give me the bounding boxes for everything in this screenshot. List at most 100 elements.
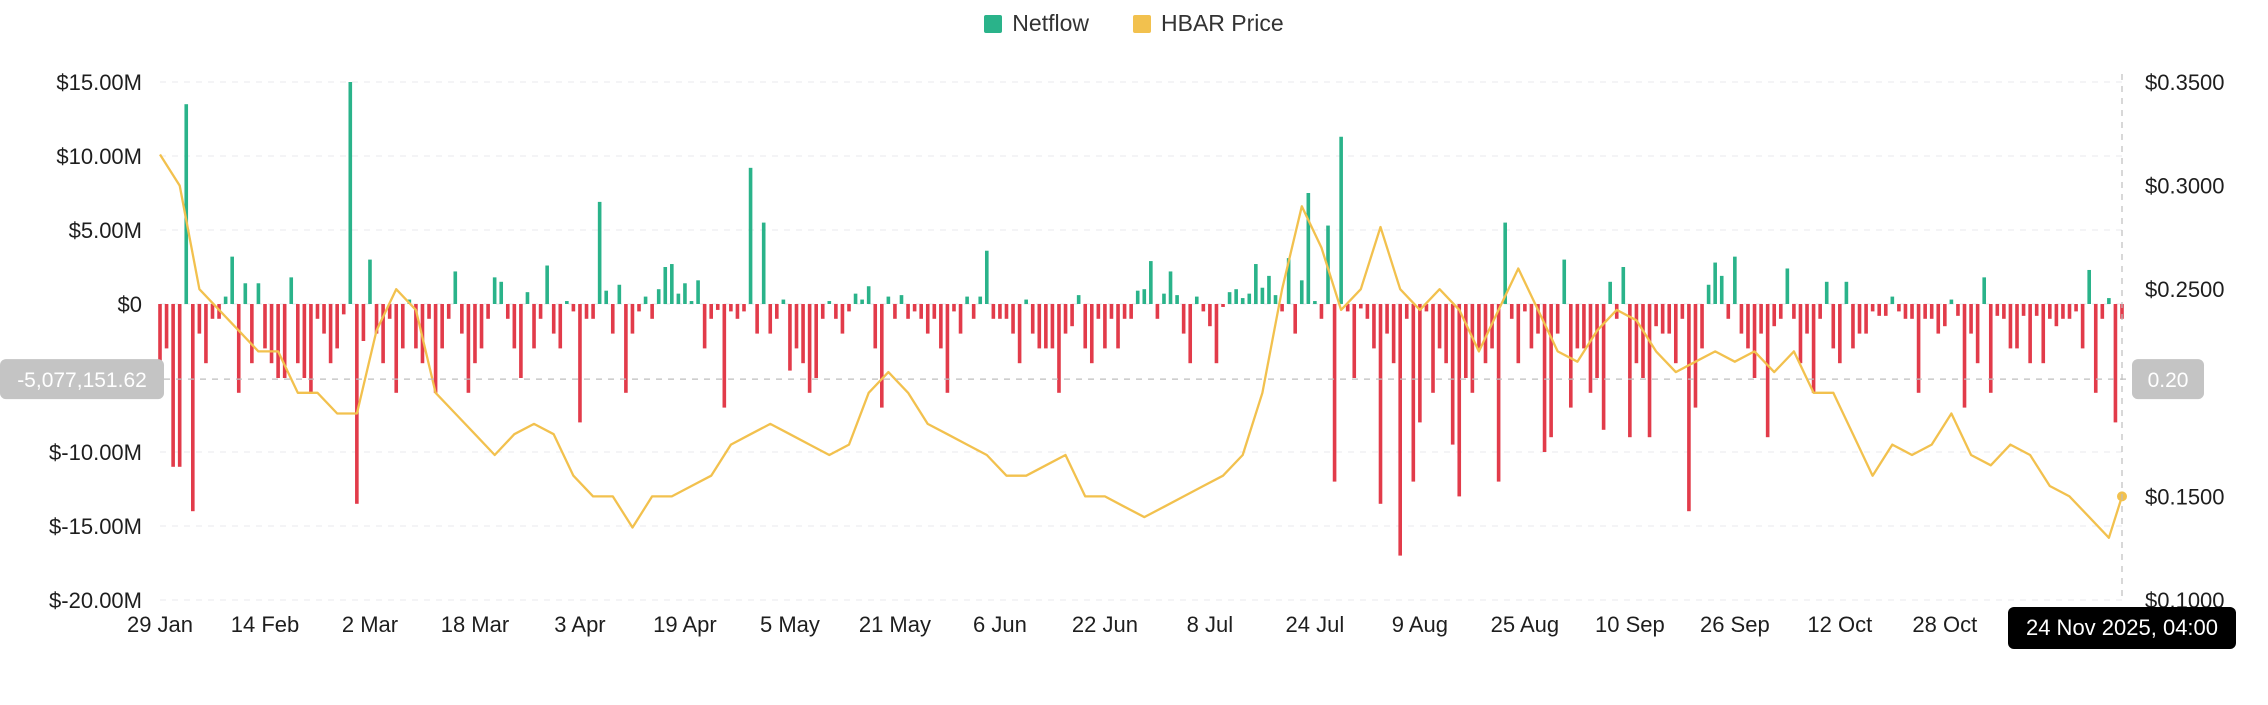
netflow-bar[interactable] — [1877, 304, 1882, 316]
netflow-bar[interactable] — [400, 304, 405, 349]
netflow-bar[interactable] — [1398, 304, 1402, 556]
netflow-bar[interactable] — [1693, 304, 1698, 408]
netflow-bar[interactable] — [1811, 304, 1816, 393]
netflow-bar[interactable] — [1254, 264, 1258, 304]
netflow-bar[interactable] — [184, 104, 189, 304]
netflow-bar[interactable] — [925, 304, 930, 334]
netflow-bar[interactable] — [1660, 304, 1665, 334]
netflow-bar[interactable] — [355, 304, 359, 504]
legend-item-netflow[interactable]: Netflow — [984, 10, 1089, 37]
netflow-bar[interactable] — [171, 304, 175, 467]
netflow-bar[interactable] — [1719, 275, 1724, 304]
netflow-bar[interactable] — [1654, 304, 1658, 327]
netflow-bar[interactable] — [1857, 304, 1862, 334]
netflow-bar[interactable] — [191, 304, 195, 512]
netflow-bar[interactable] — [1365, 304, 1370, 319]
netflow-bar[interactable] — [525, 292, 530, 304]
netflow-bar[interactable] — [584, 304, 589, 319]
netflow-bar[interactable] — [479, 304, 484, 349]
netflow-bar[interactable] — [2100, 304, 2105, 319]
netflow-bar[interactable] — [1785, 268, 1790, 304]
netflow-bar[interactable] — [1588, 304, 1593, 393]
netflow-bar[interactable] — [1175, 295, 1179, 304]
netflow-bar[interactable] — [906, 304, 910, 319]
netflow-bar[interactable] — [1267, 275, 1271, 304]
netflow-bar[interactable] — [1713, 262, 1717, 304]
netflow-bar[interactable] — [1988, 304, 1993, 393]
netflow-bar[interactable] — [1516, 304, 1521, 364]
netflow-bar[interactable] — [1457, 304, 1462, 497]
netflow-bar[interactable] — [1523, 304, 1527, 312]
netflow-bar[interactable] — [1299, 280, 1304, 304]
netflow-bar[interactable] — [1221, 304, 1225, 307]
netflow-bar[interactable] — [932, 304, 937, 319]
netflow-bar[interactable] — [223, 296, 228, 304]
netflow-bar[interactable] — [387, 304, 392, 319]
netflow-bar[interactable] — [446, 304, 451, 319]
netflow-bar[interactable] — [1247, 293, 1252, 304]
netflow-bar[interactable] — [1372, 304, 1376, 349]
netflow-bar[interactable] — [1496, 304, 1501, 482]
netflow-bar[interactable] — [1647, 304, 1652, 438]
netflow-bar[interactable] — [683, 283, 687, 304]
netflow-bar[interactable] — [1076, 295, 1081, 304]
netflow-bar[interactable] — [1260, 287, 1265, 304]
netflow-bar[interactable] — [893, 304, 897, 319]
netflow-bar[interactable] — [1286, 258, 1291, 304]
netflow-bar[interactable] — [1359, 304, 1363, 309]
netflow-bar[interactable] — [663, 267, 668, 304]
netflow-bar[interactable] — [1542, 304, 1547, 452]
netflow-bar[interactable] — [597, 201, 602, 304]
netflow-bar[interactable] — [1962, 304, 1967, 408]
netflow-bar[interactable] — [1746, 304, 1750, 349]
netflow-bar[interactable] — [794, 304, 799, 349]
netflow-bar[interactable] — [394, 304, 399, 393]
netflow-bar[interactable] — [814, 304, 818, 378]
netflow-bar[interactable] — [1916, 304, 1921, 393]
netflow-bar[interactable] — [722, 304, 727, 408]
netflow-bar[interactable] — [873, 304, 878, 349]
netflow-bar[interactable] — [1772, 304, 1777, 327]
netflow-bar[interactable] — [492, 277, 497, 304]
netflow-bar[interactable] — [433, 304, 438, 393]
netflow-bar[interactable] — [335, 304, 339, 349]
netflow-bar[interactable] — [341, 304, 346, 315]
netflow-bar[interactable] — [315, 304, 320, 319]
netflow-bar[interactable] — [945, 304, 950, 393]
netflow-bar[interactable] — [853, 293, 858, 304]
netflow-bar[interactable] — [1103, 304, 1107, 349]
netflow-bar[interactable] — [1424, 304, 1429, 312]
netflow-bar[interactable] — [775, 304, 779, 319]
netflow-bar[interactable] — [827, 301, 832, 304]
netflow-bar[interactable] — [952, 304, 956, 312]
netflow-bar[interactable] — [427, 304, 431, 319]
netflow-bar[interactable] — [919, 304, 923, 319]
netflow-bar[interactable] — [840, 304, 845, 334]
netflow-bar[interactable] — [742, 304, 746, 312]
netflow-bar[interactable] — [1162, 293, 1166, 304]
netflow-bar[interactable] — [1385, 304, 1389, 334]
netflow-bar[interactable] — [1109, 304, 1114, 319]
netflow-bar[interactable] — [1135, 290, 1140, 304]
netflow-bar[interactable] — [650, 304, 654, 319]
netflow-bar[interactable] — [2041, 304, 2046, 364]
netflow-bar[interactable] — [1608, 281, 1612, 304]
netflow-bar[interactable] — [486, 304, 490, 319]
netflow-bar[interactable] — [643, 296, 648, 304]
netflow-bar[interactable] — [1575, 304, 1580, 349]
netflow-bar[interactable] — [1201, 304, 1206, 312]
netflow-bar[interactable] — [984, 250, 989, 304]
netflow-bar[interactable] — [440, 304, 444, 349]
netflow-bar[interactable] — [1536, 304, 1540, 334]
netflow-bar[interactable] — [1319, 304, 1324, 319]
netflow-bar[interactable] — [177, 304, 182, 467]
netflow-bar[interactable] — [1733, 256, 1737, 304]
netflow-bar[interactable] — [269, 304, 274, 364]
netflow-bar[interactable] — [1280, 304, 1284, 312]
netflow-bar[interactable] — [558, 304, 563, 349]
netflow-bar[interactable] — [1798, 304, 1803, 364]
netflow-bar[interactable] — [1208, 304, 1212, 327]
netflow-bar[interactable] — [2034, 304, 2039, 316]
netflow-bar[interactable] — [1910, 304, 1914, 319]
netflow-bar[interactable] — [998, 304, 1002, 319]
